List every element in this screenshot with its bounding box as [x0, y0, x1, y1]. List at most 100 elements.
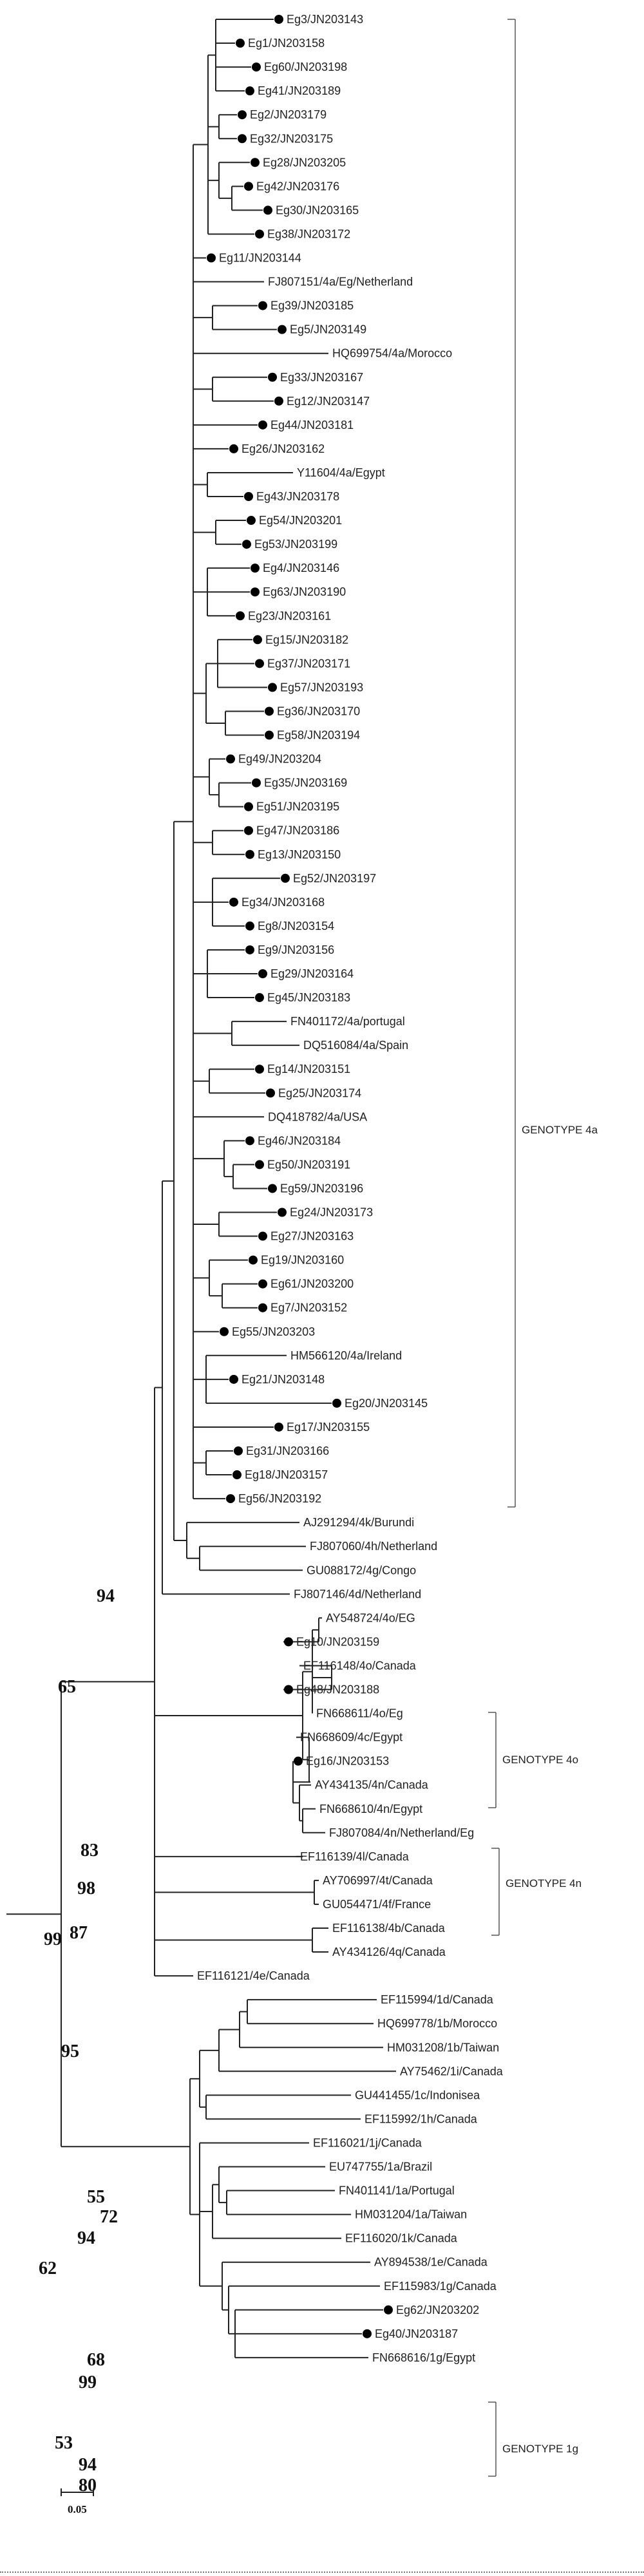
bootstrap-value: 65 [58, 1677, 76, 1697]
taxon-label: Eg36/JN203170 [277, 705, 360, 717]
sample-marker-icon [236, 39, 245, 48]
sample-marker-icon [255, 229, 264, 239]
taxon-label: Eg63/JN203190 [263, 585, 346, 598]
taxon-label: EF115994/1d/Canada [381, 1993, 494, 2006]
sample-marker-icon [266, 1088, 275, 1098]
taxon-label: Eg33/JN203167 [280, 371, 363, 384]
taxon-label: Eg61/JN203200 [270, 1278, 354, 1291]
sample-marker-icon [258, 1303, 267, 1312]
sample-marker-icon [294, 1756, 303, 1766]
taxon-label: Eg12/JN203147 [287, 395, 370, 408]
taxon-label: Eg44/JN203181 [270, 419, 354, 431]
genotype-label: GENOTYPE 4n [506, 1877, 582, 1889]
taxon-label: EF116020/1k/Canada [345, 2232, 458, 2245]
sample-marker-icon [234, 1446, 243, 1455]
taxon-label: Eg37/JN203171 [267, 657, 350, 670]
taxon-label: Eg29/JN203164 [270, 967, 354, 980]
sample-marker-icon [244, 182, 253, 191]
taxon-label: Eg59/JN203196 [280, 1182, 363, 1195]
scale-bar: 0.05 [61, 2488, 94, 2515]
taxon-label: EF116138/4b/Canada [332, 1922, 446, 1935]
sample-marker-icon [258, 420, 267, 430]
bootstrap-value: 95 [61, 2041, 79, 2061]
taxon-label: Eg55/JN203203 [232, 1325, 315, 1338]
sample-marker-icon [278, 1208, 287, 1217]
taxon-label: Eg11/JN203144 [219, 252, 301, 265]
bootstrap-value: 99 [44, 1929, 62, 1949]
taxon-label: Eg34/JN203168 [242, 896, 325, 909]
sample-marker-icon [281, 873, 290, 883]
bootstrap-value: 98 [77, 1879, 95, 1899]
bootstrap-value: 99 [79, 2372, 97, 2392]
sample-marker-icon [268, 683, 277, 692]
sample-marker-icon [255, 659, 264, 668]
sample-marker-icon [274, 1422, 283, 1432]
taxon-label: Eg41/JN203189 [258, 84, 341, 97]
taxon-label: FJ807151/4a/Eg/Netherland [268, 276, 413, 289]
taxon-label: Eg14/JN203151 [267, 1063, 350, 1075]
bottom-dotted-border [0, 2571, 644, 2573]
sample-marker-icon [258, 969, 267, 978]
taxon-label: AY894538/1e/Canada [374, 2256, 488, 2269]
taxon-label: Eg16/JN203153 [306, 1755, 389, 1768]
sample-marker-icon [245, 1136, 254, 1146]
sample-marker-icon [255, 993, 264, 1003]
sample-marker-icon [258, 1231, 267, 1241]
taxon-label: AJ291294/4k/Burundi [303, 1516, 414, 1529]
genotype-brackets: GENOTYPE 4a GENOTYPE 4o GENOTYPE 4n GENOTYP… [488, 19, 598, 2477]
taxon-label: FN668609/4c/Egypt [300, 1731, 402, 1744]
sample-marker-icon [252, 62, 261, 72]
sample-marker-icon [245, 86, 254, 96]
taxon-label: DQ418782/4a/USA [268, 1110, 367, 1123]
taxon-labels: Eg3/JN203143 Eg1/JN203158 Eg60/JN203198 Eg4… [197, 13, 504, 2364]
taxon-label: Eg15/JN203182 [265, 633, 348, 646]
sample-marker-icon [363, 2329, 372, 2338]
bootstrap-value: 72 [100, 2207, 118, 2227]
sample-marker-icon [238, 110, 247, 120]
taxon-label: Eg19/JN203160 [261, 1254, 344, 1267]
taxon-label: AY75462/1i/Canada [400, 2065, 504, 2078]
taxon-label: Eg13/JN203150 [258, 848, 341, 861]
sample-marker-icon [220, 1327, 229, 1336]
taxon-label: GU441455/1c/Indonisea [355, 2088, 480, 2101]
sample-marker-icon [265, 706, 274, 716]
taxon-label: Eg56/JN203192 [238, 1492, 321, 1505]
taxon-label: AY434126/4q/Canada [332, 1946, 446, 1958]
sample-marker-icon [232, 1470, 242, 1480]
taxon-label: Eg8/JN203154 [258, 920, 334, 933]
sample-marker-icon [251, 564, 260, 573]
taxon-label: Eg53/JN203199 [254, 538, 337, 551]
taxon-label: Eg57/JN203193 [280, 681, 363, 694]
sample-markers [207, 15, 393, 2338]
taxon-label: Eg26/JN203162 [242, 442, 325, 455]
taxon-label: Eg7/JN203152 [270, 1302, 347, 1314]
taxon-label: Eg30/JN203165 [276, 204, 359, 216]
taxon-label: EF116021/1j/Canada [313, 2136, 422, 2149]
sample-marker-icon [238, 134, 247, 144]
taxon-label: Eg23/JN203161 [248, 609, 331, 622]
bootstrap-value: 68 [87, 2350, 105, 2370]
taxon-label: EF116139/4l/Canada [300, 1850, 410, 1863]
sample-marker-icon [274, 396, 283, 406]
taxon-label: GU088172/4g/Congo [307, 1564, 416, 1577]
taxon-label: FN401172/4a/portugal [290, 1015, 405, 1028]
sample-marker-icon [284, 1685, 293, 1694]
sample-marker-icon [245, 921, 254, 931]
taxon-label: Eg27/JN203163 [270, 1230, 354, 1243]
taxon-label: EF115983/1g/Canada [384, 2280, 497, 2293]
sample-marker-icon [226, 754, 235, 764]
taxon-label: HM031208/1b/Taiwan [387, 2041, 499, 2054]
taxon-label: FN668610/4n/Egypt [319, 1803, 422, 1815]
bootstrap-value: 83 [80, 1841, 99, 1861]
taxon-label: Eg4/JN203146 [263, 562, 339, 574]
sample-marker-icon [251, 158, 260, 167]
taxon-label: Eg21/JN203148 [242, 1373, 325, 1386]
taxon-label: Eg2/JN203179 [250, 108, 327, 121]
taxon-label: Eg32/JN203175 [250, 132, 333, 145]
taxon-label: HM566120/4a/Ireland [290, 1349, 402, 1362]
taxon-label: Eg47/JN203186 [256, 824, 339, 837]
taxon-label: EU747755/1a/Brazil [329, 2161, 432, 2174]
taxon-label: Eg17/JN203155 [287, 1421, 370, 1434]
taxon-label: AY706997/4t/Canada [323, 1874, 433, 1887]
